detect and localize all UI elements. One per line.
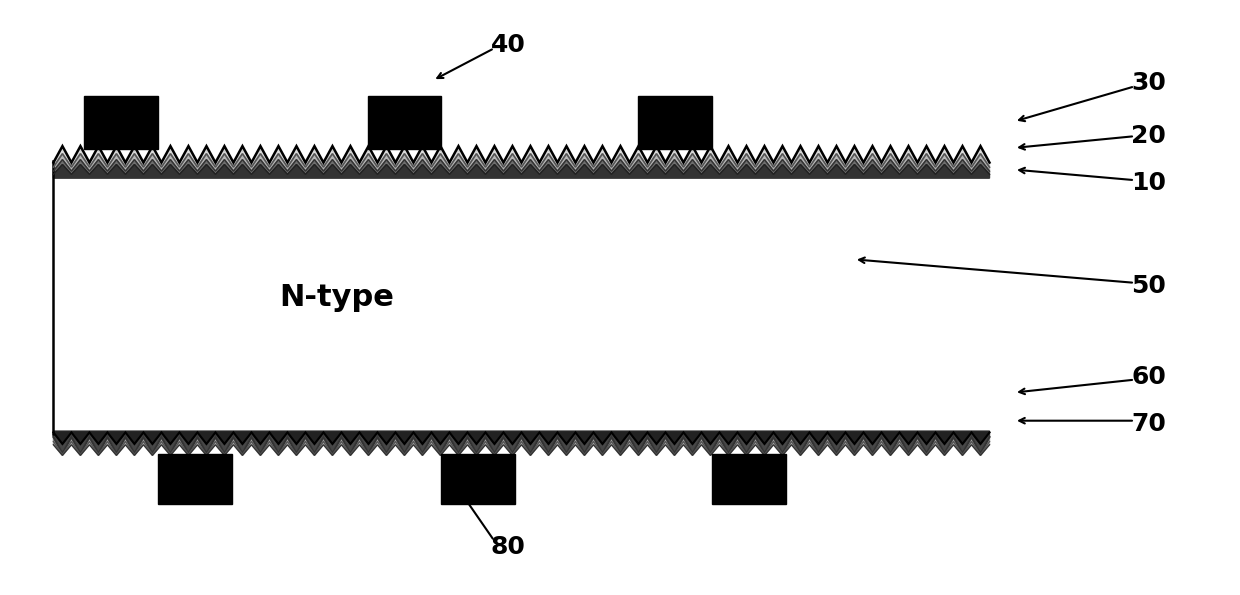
Polygon shape	[53, 433, 990, 453]
Polygon shape	[53, 159, 990, 174]
Bar	[53, 178, 990, 431]
Text: 10: 10	[1131, 171, 1166, 195]
Text: N-type: N-type	[279, 283, 394, 312]
Text: 70: 70	[1131, 412, 1166, 436]
Bar	[639, 96, 712, 149]
Text: 20: 20	[1131, 124, 1166, 148]
Text: 80: 80	[491, 535, 526, 559]
Text: 50: 50	[1131, 274, 1166, 298]
Polygon shape	[53, 146, 990, 167]
Text: 30: 30	[1131, 71, 1166, 95]
Polygon shape	[53, 441, 990, 455]
Text: 40: 40	[491, 33, 526, 57]
Bar	[712, 454, 786, 503]
Polygon shape	[53, 146, 990, 167]
Bar	[367, 96, 441, 149]
Polygon shape	[53, 154, 990, 171]
Polygon shape	[53, 165, 990, 178]
Bar	[159, 454, 232, 503]
Polygon shape	[53, 441, 990, 455]
Polygon shape	[53, 437, 990, 455]
Polygon shape	[53, 431, 990, 444]
Bar	[84, 96, 159, 149]
Text: 60: 60	[1131, 365, 1166, 389]
Bar	[441, 454, 516, 503]
